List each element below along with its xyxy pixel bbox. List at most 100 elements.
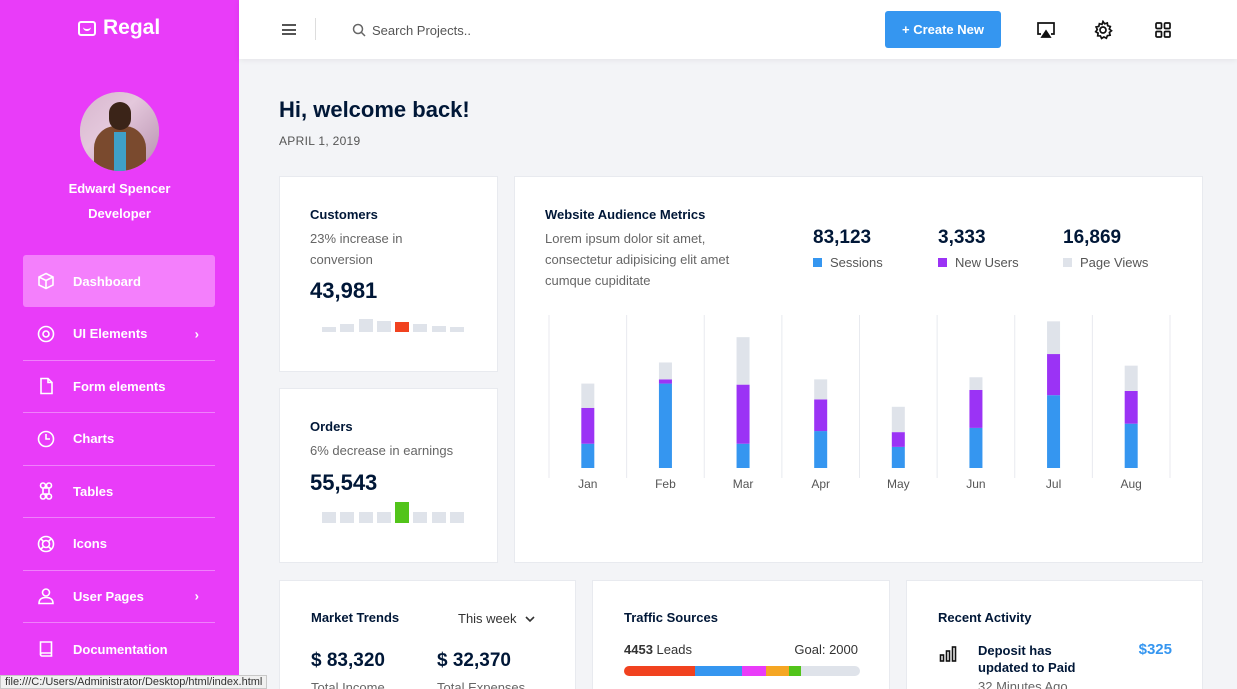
traffic-segment [765, 666, 790, 676]
search-input[interactable] [372, 20, 572, 40]
period-value: This week [458, 611, 517, 626]
bar-page-views [581, 383, 595, 408]
recent-activity-card: Recent Activity Deposit has updated to P… [906, 580, 1203, 689]
card-subtitle: 6% decrease in earnings [310, 443, 454, 458]
spark-bar [413, 512, 428, 523]
sidebar-item-label: Documentation [73, 641, 168, 657]
bar-new-users [1047, 354, 1061, 396]
sidebar-item-user-pages[interactable]: User Pages › [23, 571, 215, 623]
cube-icon [37, 272, 55, 290]
x-tick-label: Jun [966, 477, 985, 491]
gear-icon[interactable] [1093, 20, 1113, 40]
lifebuoy-icon [37, 535, 55, 553]
page-views-value: 16,869 [1063, 227, 1122, 248]
bar-page-views [814, 379, 828, 400]
topbar: + Create New [239, 0, 1237, 59]
x-tick-label: Jan [578, 477, 597, 491]
spark-bar [450, 512, 465, 523]
sidebar-item-label: Icons [73, 536, 107, 552]
sidebar-item-tables[interactable]: Tables [23, 466, 215, 518]
sidebar-item-label: User Pages [73, 588, 144, 604]
sidebar-item-documentation[interactable]: Documentation [23, 623, 215, 676]
sidebar-item-dashboard[interactable]: Dashboard [23, 255, 215, 307]
card-title: Traffic Sources [624, 610, 718, 625]
spark-bar [340, 324, 355, 332]
brand-logo[interactable]: Regal [78, 16, 160, 40]
bar-page-views [736, 337, 750, 385]
traffic-segment [800, 666, 860, 676]
bar-page-views [969, 377, 983, 390]
goal-label: Goal: 2000 [794, 642, 858, 657]
spark-bar [413, 324, 428, 332]
x-tick-label: Aug [1121, 477, 1142, 491]
period-dropdown[interactable]: This week [458, 611, 535, 626]
sidebar-item-label: Charts [73, 431, 115, 447]
command-icon [37, 482, 55, 501]
sidebar-item-form-elements[interactable]: Form elements [23, 361, 215, 413]
sidebar-item-label: Tables [73, 483, 114, 499]
bar-sessions [581, 443, 595, 468]
income-value: $ 83,320 [311, 650, 385, 671]
market-trends-card: Market Trends This week $ 83,320 Total I… [279, 580, 576, 689]
divider [315, 18, 316, 40]
bar-sessions [891, 446, 905, 468]
create-new-button[interactable]: + Create New [885, 11, 1001, 48]
bar-sessions [1124, 423, 1138, 468]
chevron-right-icon: › [194, 588, 199, 604]
bar-page-views [1124, 365, 1138, 391]
menu-toggle-icon[interactable] [282, 24, 296, 35]
leads-value: 4453 [624, 642, 653, 657]
bar-new-users [736, 384, 750, 444]
user-name: Edward Spencer [68, 181, 171, 196]
sidebar-item-charts[interactable]: Charts [23, 413, 215, 466]
sidebar-nav: Dashboard UI Elements › Form elements Ch… [23, 255, 215, 676]
file-icon [37, 377, 55, 395]
customers-card: Customers 23% increase in conversion 43,… [279, 176, 498, 372]
card-title: Customers [310, 207, 378, 222]
activity-text: Deposit has updated to Paid [978, 643, 1076, 675]
cast-icon[interactable] [1036, 20, 1056, 40]
spark-bar [395, 322, 410, 332]
traffic-progress [624, 666, 860, 676]
orders-card: Orders 6% decrease in earnings 55,543 [279, 388, 498, 563]
bar-new-users [1124, 390, 1138, 424]
legend-new-users: New Users [938, 255, 1019, 270]
avatar[interactable] [80, 92, 159, 171]
new-users-value: 3,333 [938, 227, 986, 248]
bar-page-views [1047, 321, 1061, 355]
customers-value: 43,981 [310, 278, 378, 303]
spark-bar [450, 327, 465, 332]
sidebar-item-label: UI Elements [73, 326, 148, 342]
legend-sessions: Sessions [813, 255, 883, 270]
spark-bar [340, 512, 355, 523]
traffic-segment [789, 666, 801, 676]
clock-icon [37, 430, 55, 448]
legend-swatch [938, 258, 947, 267]
activity-amount: $325 [1138, 641, 1172, 658]
sessions-value: 83,123 [813, 227, 872, 248]
grid-icon[interactable] [1153, 20, 1173, 40]
traffic-segment [624, 666, 695, 676]
bar-new-users [814, 399, 828, 432]
sidebar: Regal Edward Spencer Developer Dashboard… [0, 0, 239, 689]
user-role: Developer [88, 206, 151, 221]
spark-bar [358, 319, 373, 332]
leads-summary: 4453 Leads [624, 642, 692, 657]
card-title: Recent Activity [938, 610, 1032, 625]
x-tick-label: Jul [1046, 477, 1061, 491]
expenses-label: Total Expenses [437, 680, 526, 689]
bar-new-users [891, 432, 905, 447]
target-icon [37, 325, 55, 343]
bar-page-views [658, 362, 672, 380]
card-title: Market Trends [311, 610, 400, 625]
bar-sessions [1047, 395, 1061, 468]
tv-icon [78, 20, 96, 36]
sidebar-item-ui-elements[interactable]: UI Elements › [23, 308, 215, 361]
sidebar-item-icons[interactable]: Icons [23, 518, 215, 571]
search-icon [352, 23, 366, 42]
bar-sessions [658, 383, 672, 468]
sidebar-item-label: Form elements [73, 378, 166, 394]
browser-status-bar: file:///C:/Users/Administrator/Desktop/h… [0, 675, 268, 689]
traffic-segment [741, 666, 766, 676]
bar-new-users [969, 389, 983, 428]
